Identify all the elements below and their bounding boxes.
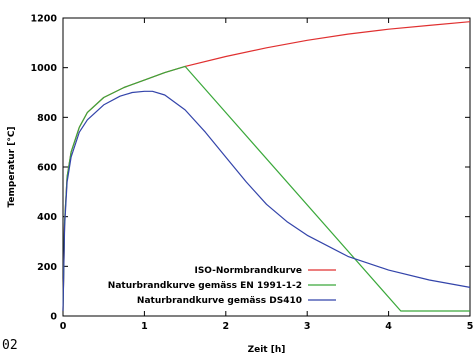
y-tick-label: 0 <box>50 312 57 323</box>
x-tick-label: 0 <box>60 321 67 332</box>
y-tick-label: 1000 <box>31 63 58 74</box>
x-tick-label: 4 <box>385 321 392 332</box>
x-tick-label: 3 <box>304 321 311 332</box>
series-line-2 <box>62 65 470 312</box>
x-tick-label: 2 <box>222 321 229 332</box>
y-tick-label: 600 <box>37 163 57 174</box>
corner-label: 02 <box>2 338 18 353</box>
y-tick-label: 400 <box>37 212 57 223</box>
y-axis-label: Temperatur [°C] <box>7 126 17 207</box>
x-tick-label: 1 <box>141 321 148 332</box>
x-axis-label: Zeit [h] <box>248 345 286 355</box>
series-line-3 <box>62 90 471 312</box>
legend-label-3: Naturbrandkurve gemäss DS410 <box>137 296 302 306</box>
legend-label-1: ISO-Normbrandkurve <box>194 266 302 276</box>
y-tick-label: 200 <box>37 262 57 273</box>
legend-label-2: Naturbrandkurve gemäss EN 1991-1-2 <box>108 281 302 291</box>
y-tick-label: 1200 <box>31 14 58 25</box>
x-tick-label: 5 <box>467 321 473 332</box>
y-tick-label: 800 <box>37 113 57 124</box>
